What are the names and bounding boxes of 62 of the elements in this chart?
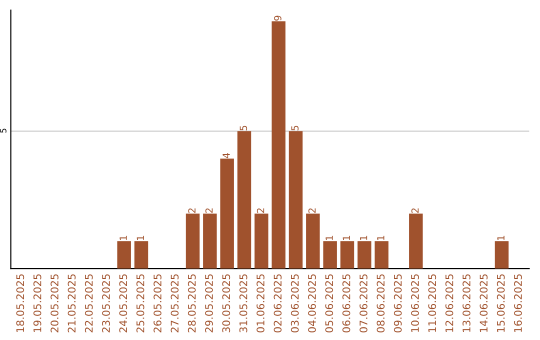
x-tick-label: 14.06.2025 (480, 274, 488, 332)
bar (340, 241, 354, 269)
bar (494, 241, 509, 269)
data-label: 1 (360, 236, 368, 240)
data-label: 2 (256, 208, 264, 213)
bar (254, 214, 268, 269)
x-tick-label: 04.06.2025 (308, 274, 316, 332)
x-tick-label: 06.06.2025 (342, 274, 350, 332)
data-label: 2 (308, 208, 316, 213)
data-label: 1 (136, 236, 144, 240)
x-tick-label: 22.05.2025 (84, 274, 93, 332)
bar (237, 131, 252, 269)
data-label: 1 (120, 236, 127, 240)
bar (288, 131, 303, 269)
x-tick-label: 27.05.2025 (170, 274, 179, 332)
x-tick-label: 11.06.2025 (428, 274, 436, 332)
x-tick-label: 02.06.2025 (274, 274, 282, 332)
bar (203, 214, 217, 269)
x-tick-label: 23.05.2025 (102, 274, 110, 332)
data-label: 2 (205, 208, 213, 213)
data-label: 1 (342, 236, 350, 240)
data-label: 1 (326, 236, 333, 240)
bar (323, 241, 337, 269)
bar (117, 241, 131, 269)
x-tick-label: 05.06.2025 (325, 274, 334, 332)
x-tick-label: 29.05.2025 (205, 274, 213, 332)
bar (272, 21, 286, 269)
x-tick-label: 09.06.2025 (394, 274, 402, 332)
bar (409, 214, 423, 269)
x-tick-label: 20.05.2025 (50, 274, 58, 332)
bar (134, 241, 148, 269)
x-tick-label: 15.06.2025 (496, 274, 505, 332)
x-tick-label: 12.06.2025 (445, 274, 454, 332)
data-label: 5 (240, 126, 248, 130)
data-label: 1 (377, 236, 384, 240)
x-tick-label: 13.06.2025 (462, 274, 470, 332)
data-label: 2 (411, 208, 419, 213)
x-tick-label: 07.06.2025 (360, 274, 368, 332)
bar (306, 214, 320, 269)
bar (358, 241, 372, 269)
x-tick-label: 21.05.2025 (68, 274, 76, 332)
data-label: 4 (222, 153, 230, 158)
x-tick-label: 19.05.2025 (33, 274, 42, 332)
data-label: 2 (188, 208, 196, 213)
x-tick-label: 31.05.2025 (239, 274, 248, 332)
bar (186, 214, 200, 269)
x-tick-label: 01.06.2025 (256, 274, 264, 332)
x-tick-label: 08.06.2025 (376, 274, 385, 332)
x-tick-label: 25.05.2025 (136, 274, 144, 332)
bar (374, 241, 388, 269)
x-tick-label: 30.05.2025 (222, 274, 230, 332)
data-label: 5 (291, 126, 299, 130)
x-tick-label: 18.05.2025 (16, 274, 24, 332)
data-label: 9 (274, 16, 282, 21)
data-label: 1 (497, 236, 504, 240)
x-tick-label: 10.06.2025 (411, 274, 419, 332)
x-tick-label: 16.06.2025 (514, 274, 522, 332)
x-tick-label: 28.05.2025 (188, 274, 196, 332)
x-tick-label: 26.05.2025 (154, 274, 162, 332)
x-tick-label: 24.05.2025 (119, 274, 128, 332)
x-tick-label: 03.06.2025 (290, 274, 299, 332)
bar (220, 158, 234, 269)
